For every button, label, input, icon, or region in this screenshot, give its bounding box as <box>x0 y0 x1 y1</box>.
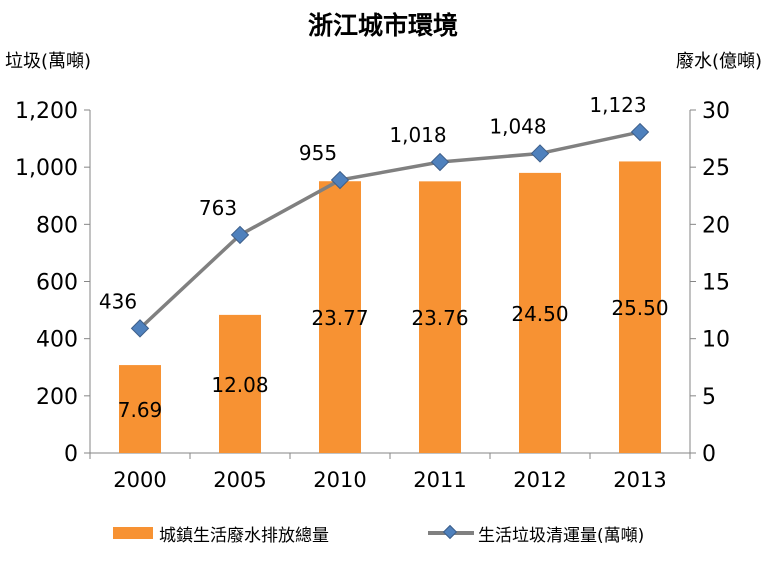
legend-label-line: 生活垃圾清運量(萬噸) <box>478 525 645 546</box>
line-marker <box>430 152 450 172</box>
right-tick-label: 0 <box>702 442 716 467</box>
x-tick-label: 2011 <box>413 468 466 492</box>
plot-area: 0 200 400 600 800 1,000 1,200 0 5 10 15 20 25 30 2000 2… <box>15 93 730 492</box>
left-axis-label: 垃圾(萬噸) <box>5 51 91 72</box>
left-tick-label: 800 <box>36 213 78 238</box>
x-tick-label: 2005 <box>213 468 266 492</box>
line-data-label: 955 <box>299 141 337 165</box>
bar-data-label: 23.76 <box>411 306 468 330</box>
bar <box>219 314 261 453</box>
bar <box>319 181 361 453</box>
left-tick-label: 1,000 <box>15 156 78 181</box>
legend-item-line: 生活垃圾清運量(萬噸) <box>428 518 644 548</box>
legend-label-bar: 城鎮生活廢水排放總量 <box>159 525 329 546</box>
bar <box>619 161 661 453</box>
bar-data-label: 24.50 <box>511 302 568 326</box>
bar <box>519 172 561 453</box>
bar-data-label: 7.69 <box>118 398 163 422</box>
legend-swatch-line <box>428 524 474 540</box>
x-tick-label: 2000 <box>113 468 166 492</box>
left-tick-label: 1,200 <box>15 99 78 124</box>
bar <box>419 181 461 453</box>
line-series <box>138 130 641 330</box>
right-tick-label: 20 <box>702 213 730 238</box>
legend-swatch-bar <box>113 527 153 539</box>
bar-data-label: 25.50 <box>611 296 668 320</box>
line-marker <box>230 225 250 245</box>
bar-data-label: 23.77 <box>311 306 368 330</box>
line-marker <box>630 122 650 142</box>
line-data-label: 763 <box>199 196 237 220</box>
left-tick-label: 400 <box>36 328 78 353</box>
line-marker <box>330 170 350 190</box>
x-tick-label: 2012 <box>513 468 566 492</box>
chart-title: 浙江城市環境 <box>308 11 458 40</box>
bar-data-label: 12.08 <box>211 373 268 397</box>
right-tick-label: 30 <box>702 99 730 124</box>
legend-item-bar: 城鎮生活廢水排放總量 <box>113 518 329 548</box>
line-data-label: 436 <box>99 289 137 313</box>
line-data-label: 1,018 <box>389 123 446 147</box>
right-tick-label: 10 <box>702 328 730 353</box>
line-data-label: 1,048 <box>489 114 546 138</box>
right-tick-label: 25 <box>702 156 730 181</box>
left-tick-label: 0 <box>64 442 78 467</box>
x-tick-label: 2013 <box>613 468 666 492</box>
line-marker <box>130 319 150 338</box>
x-tick-label: 2010 <box>313 468 366 492</box>
line-data-label: 1,123 <box>589 93 646 117</box>
legend: 城鎮生活廢水排放總量 生活垃圾清運量(萬噸) <box>0 518 767 548</box>
right-tick-label: 15 <box>702 271 730 296</box>
bar <box>119 365 161 453</box>
left-tick-label: 600 <box>36 271 78 296</box>
right-tick-label: 5 <box>702 385 716 410</box>
line-marker <box>530 144 550 163</box>
left-tick-label: 200 <box>36 385 78 410</box>
right-axis-label: 廢水(億噸) <box>676 51 762 72</box>
